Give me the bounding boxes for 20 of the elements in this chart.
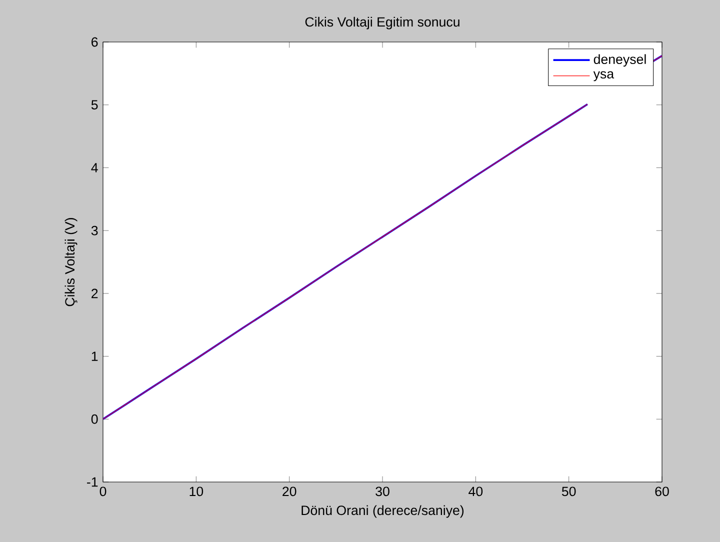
legend-label: ysa bbox=[593, 71, 614, 82]
y-tick-label: 5 bbox=[91, 100, 98, 110]
y-tick-label: 1 bbox=[92, 352, 98, 361]
y-tick-label: 2 bbox=[92, 288, 98, 298]
x-axis-title: Dönü Orani (derece/saniye) bbox=[302, 505, 464, 518]
legend-label: deneysel bbox=[594, 54, 646, 67]
x-tick-label: 20 bbox=[282, 486, 296, 496]
x-tick-label: 50 bbox=[562, 486, 576, 496]
x-tick-label: 40 bbox=[468, 486, 483, 496]
chart-title: Cikis Voltaji Egitim sonucu bbox=[305, 16, 460, 30]
y-tick-label: 6 bbox=[92, 37, 98, 47]
x-tick-label: 0 bbox=[100, 486, 106, 496]
y-tick-label: 0 bbox=[91, 414, 98, 424]
x-tick-label: 60 bbox=[655, 486, 669, 496]
y-tick-label: 4 bbox=[91, 163, 98, 172]
y-tick-label: -1 bbox=[87, 477, 98, 487]
x-tick-label: 30 bbox=[376, 486, 390, 496]
y-tick-label: 3 bbox=[91, 226, 98, 236]
y-axis-title: Çikis Voltaji (V) bbox=[64, 218, 78, 306]
x-tick-label: 10 bbox=[190, 486, 204, 496]
